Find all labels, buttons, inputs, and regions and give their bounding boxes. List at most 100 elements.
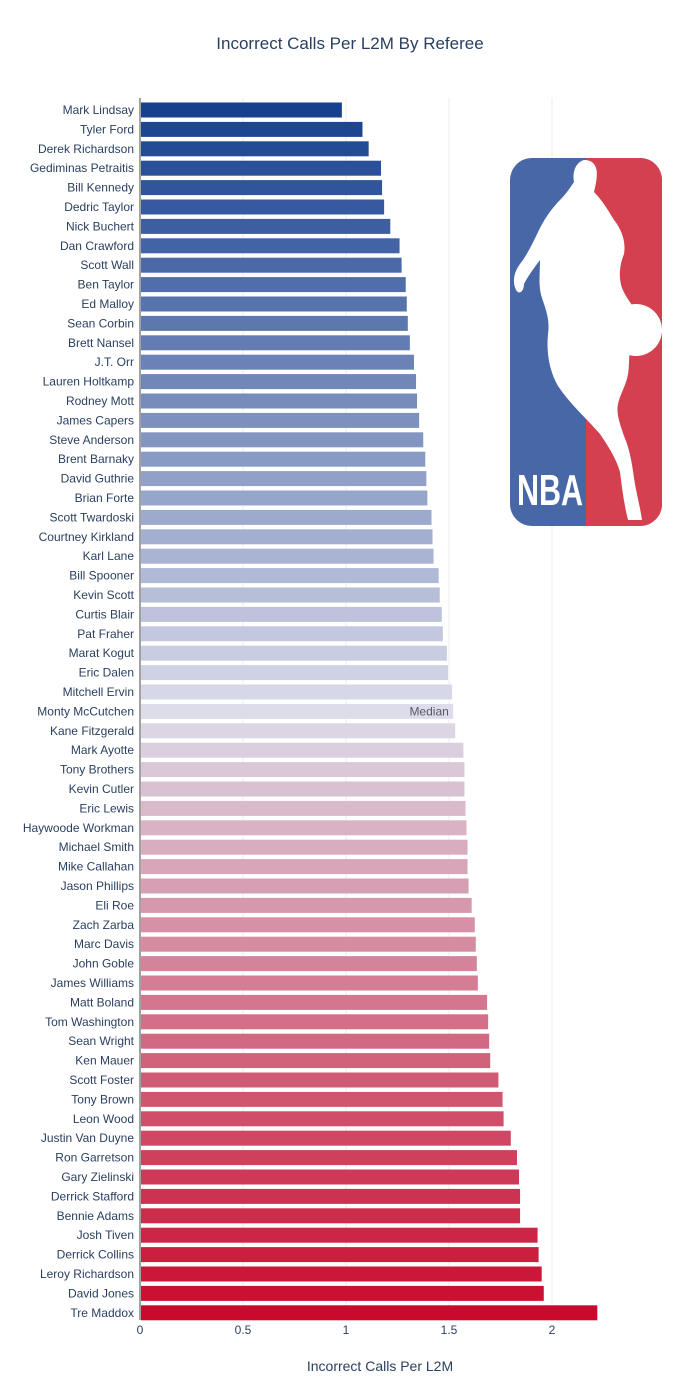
bar <box>141 994 488 1010</box>
y-tick-label: Derrick Stafford <box>51 1189 134 1203</box>
y-tick-label: Marat Kogut <box>69 646 135 660</box>
bar <box>141 1305 598 1321</box>
y-tick-label: Karl Lane <box>83 549 135 563</box>
bars <box>141 102 598 1321</box>
bar <box>141 800 466 816</box>
y-tick-label: Mike Callahan <box>58 860 134 874</box>
y-tick-label: Rodney Mott <box>66 394 135 408</box>
bar <box>141 238 400 254</box>
y-tick-label: Kevin Cutler <box>69 782 134 796</box>
chart-title: Incorrect Calls Per L2M By Referee <box>216 34 483 53</box>
bar <box>141 1188 521 1204</box>
y-tick-label: Ed Malloy <box>81 297 134 311</box>
y-tick-label: Bill Spooner <box>69 569 134 583</box>
y-tick-label: Tom Washington <box>45 1015 134 1029</box>
y-tick-label: Courtney Kirkland <box>39 530 134 544</box>
y-tick-label: Kevin Scott <box>73 588 134 602</box>
bar <box>141 723 456 739</box>
bar <box>141 1169 520 1185</box>
bar <box>141 781 465 797</box>
bar <box>141 296 407 312</box>
logo-wordmark: NBA <box>517 466 583 515</box>
bar <box>141 626 443 642</box>
y-tick-label: Tyler Ford <box>80 122 134 136</box>
x-tick-label: 1 <box>343 1323 350 1337</box>
bar <box>141 374 417 390</box>
y-tick-label: Tony Brothers <box>60 763 134 777</box>
x-tick-label: 0.5 <box>235 1323 252 1337</box>
bar <box>141 975 478 991</box>
bar <box>141 1111 504 1127</box>
bar <box>141 393 418 409</box>
y-tick-label: Nick Buchert <box>66 219 135 233</box>
bar <box>141 1150 517 1166</box>
bar <box>141 451 426 467</box>
bar <box>141 1014 489 1030</box>
median-annotation: Median <box>409 704 448 718</box>
y-tick-label: Matt Boland <box>70 995 134 1009</box>
bar <box>141 1208 521 1224</box>
nba-logo: NBA <box>510 158 662 526</box>
y-tick-label: Tre Maddox <box>70 1306 134 1320</box>
bar <box>141 102 342 118</box>
y-tick-label: Bennie Adams <box>57 1209 134 1223</box>
logo-basketball <box>610 304 662 356</box>
y-tick-label: Brett Nansel <box>68 336 134 350</box>
y-tick-label: James Capers <box>57 413 134 427</box>
y-tick-label: Eric Dalen <box>79 666 134 680</box>
bar <box>141 335 410 351</box>
y-tick-label: Tony Brown <box>71 1092 134 1106</box>
bar <box>141 277 406 293</box>
bar <box>141 490 428 506</box>
bar <box>141 121 363 137</box>
bar <box>141 587 440 603</box>
bar <box>141 762 465 778</box>
y-tick-label: Ron Garretson <box>55 1151 134 1165</box>
bar <box>141 684 453 700</box>
bar <box>141 956 477 972</box>
bar <box>141 1033 490 1049</box>
y-tick-label: Scott Twardoski <box>50 510 134 524</box>
bar <box>141 742 464 758</box>
bar <box>141 936 476 952</box>
y-tick-label: Mark Ayotte <box>71 743 134 757</box>
bar <box>141 897 472 913</box>
bar <box>141 859 468 875</box>
bar <box>141 218 391 234</box>
y-tick-label: Justin Van Duyne <box>41 1131 134 1145</box>
bar <box>141 548 434 564</box>
x-tick-label: 1.5 <box>441 1323 458 1337</box>
bar <box>141 180 383 196</box>
y-tick-label: Dan Crawford <box>60 239 134 253</box>
bar <box>141 1072 499 1088</box>
bar <box>141 645 447 661</box>
y-tick-label: James Williams <box>51 976 134 990</box>
bar <box>141 1130 511 1146</box>
y-tick-label: David Guthrie <box>61 472 135 486</box>
y-tick-label: Monty McCutchen <box>37 704 134 718</box>
y-tick-label: Sean Corbin <box>67 316 134 330</box>
bar <box>141 703 454 719</box>
y-tick-label: Dedric Taylor <box>64 200 134 214</box>
y-tick-label: Leroy Richardson <box>40 1267 134 1281</box>
y-tick-label: Lauren Holtkamp <box>43 375 135 389</box>
x-tick-label: 0 <box>137 1323 144 1337</box>
bar <box>141 412 420 428</box>
y-tick-label: John Goble <box>73 957 135 971</box>
bar <box>141 1285 544 1301</box>
y-tick-label: Derek Richardson <box>38 142 134 156</box>
y-tick-label: Ken Mauer <box>75 1054 134 1068</box>
bar <box>141 839 468 855</box>
y-tick-label: Gediminas Petraitis <box>30 161 134 175</box>
y-tick-label: J.T. Orr <box>95 355 134 369</box>
y-tick-label: Mark Lindsay <box>63 103 134 117</box>
y-tick-label: Curtis Blair <box>75 607 134 621</box>
bar <box>141 199 385 215</box>
y-tick-label: Eli Roe <box>95 898 134 912</box>
bar <box>141 354 414 370</box>
bar <box>141 1091 503 1107</box>
bar <box>141 315 408 331</box>
bar <box>141 1227 538 1243</box>
y-tick-label: Brent Barnaky <box>58 452 134 466</box>
